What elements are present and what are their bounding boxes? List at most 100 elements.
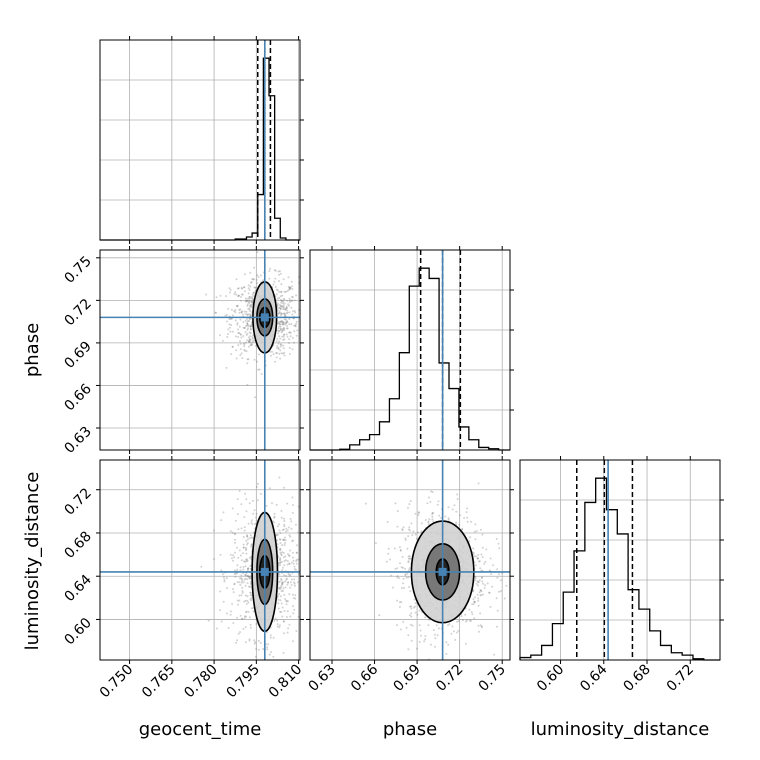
scatter-point — [282, 345, 284, 347]
scatter-point — [407, 634, 409, 636]
scatter-point — [401, 566, 403, 568]
scatter-point — [472, 547, 474, 549]
scatter-point — [270, 637, 272, 639]
scatter-point — [300, 590, 302, 592]
scatter-point — [257, 499, 259, 501]
scatter-point — [213, 530, 215, 532]
tick-label-x: 0.750 — [97, 662, 137, 702]
scatter-point — [256, 513, 258, 515]
scatter-point — [397, 510, 399, 512]
scatter-point — [283, 652, 285, 654]
scatter-point — [283, 556, 285, 558]
scatter-point — [288, 555, 290, 557]
scatter-point — [257, 369, 259, 371]
scatter-point — [461, 615, 463, 617]
scatter-point — [251, 343, 253, 345]
tick-label-y: 0.72 — [61, 485, 94, 518]
scatter-point — [458, 524, 460, 526]
scatter-point — [302, 324, 304, 326]
scatter-point — [216, 628, 218, 630]
scatter-point — [245, 313, 247, 315]
scatter-point — [292, 640, 294, 642]
scatter-point — [396, 526, 398, 528]
scatter-point — [250, 306, 252, 308]
scatter-point — [498, 547, 500, 549]
scatter-point — [413, 607, 415, 609]
scatter-point — [245, 320, 247, 322]
scatter-point — [269, 654, 271, 656]
scatter-point — [292, 557, 294, 559]
scatter-point — [242, 666, 244, 668]
scatter-point — [247, 582, 249, 584]
scatter-point — [289, 587, 291, 589]
scatter-point — [416, 538, 418, 540]
scatter-point — [281, 569, 283, 571]
scatter-point — [249, 565, 251, 567]
scatter-point — [241, 559, 243, 561]
scatter-point — [237, 513, 239, 515]
truth-marker — [261, 568, 269, 576]
scatter-point — [392, 587, 394, 589]
scatter-point — [242, 321, 244, 323]
scatter-point — [286, 310, 288, 312]
scatter-point — [256, 361, 258, 363]
scatter-point — [254, 359, 256, 361]
scatter-point — [251, 297, 253, 299]
scatter-point — [294, 312, 296, 314]
scatter-point — [283, 307, 285, 309]
scatter-point — [230, 289, 232, 291]
scatter-point — [288, 527, 290, 529]
scatter-point — [304, 350, 306, 352]
scatter-point — [389, 559, 391, 561]
scatter-point — [484, 561, 486, 563]
scatter-point — [418, 512, 420, 514]
scatter-point — [277, 534, 279, 536]
scatter-point — [232, 554, 234, 556]
scatter-point — [234, 573, 236, 575]
scatter-point — [255, 656, 257, 658]
scatter-point — [236, 358, 238, 360]
scatter-point — [278, 322, 280, 324]
scatter-point — [282, 529, 284, 531]
scatter-point — [245, 565, 247, 567]
scatter-point — [287, 529, 289, 531]
scatter-point — [464, 614, 466, 616]
tick-label-y: 0.63 — [61, 424, 94, 457]
scatter-point — [248, 523, 250, 525]
scatter-point — [452, 508, 454, 510]
scatter-point — [248, 302, 250, 304]
scatter-point — [407, 507, 409, 509]
scatter-point — [466, 517, 468, 519]
scatter-point — [276, 345, 278, 347]
scatter-point — [490, 573, 492, 575]
scatter-point — [291, 540, 293, 542]
scatter-point — [246, 311, 248, 313]
scatter-point — [400, 550, 402, 552]
scatter-point — [283, 328, 285, 330]
scatter-point — [268, 270, 270, 272]
scatter-point — [250, 282, 252, 284]
scatter-point — [288, 563, 290, 565]
scatter-point — [279, 358, 281, 360]
scatter-point — [497, 610, 499, 612]
scatter-point — [478, 581, 480, 583]
scatter-point — [293, 578, 295, 580]
scatter-point — [250, 332, 252, 334]
scatter-point — [292, 612, 294, 614]
scatter-point — [481, 580, 483, 582]
scatter-point — [252, 340, 254, 342]
scatter-point — [478, 560, 480, 562]
scatter-point — [282, 339, 284, 341]
scatter-point — [474, 523, 476, 525]
scatter-point — [247, 314, 249, 316]
scatter-point — [279, 530, 281, 532]
scatter-point — [312, 641, 314, 643]
scatter-point — [312, 580, 314, 582]
scatter-point — [296, 552, 298, 554]
scatter-point — [419, 610, 421, 612]
tick-label-x: 0.60 — [534, 662, 567, 695]
scatter-point — [283, 574, 285, 576]
scatter-point — [248, 284, 250, 286]
scatter-point — [420, 635, 422, 637]
scatter-point — [283, 594, 285, 596]
